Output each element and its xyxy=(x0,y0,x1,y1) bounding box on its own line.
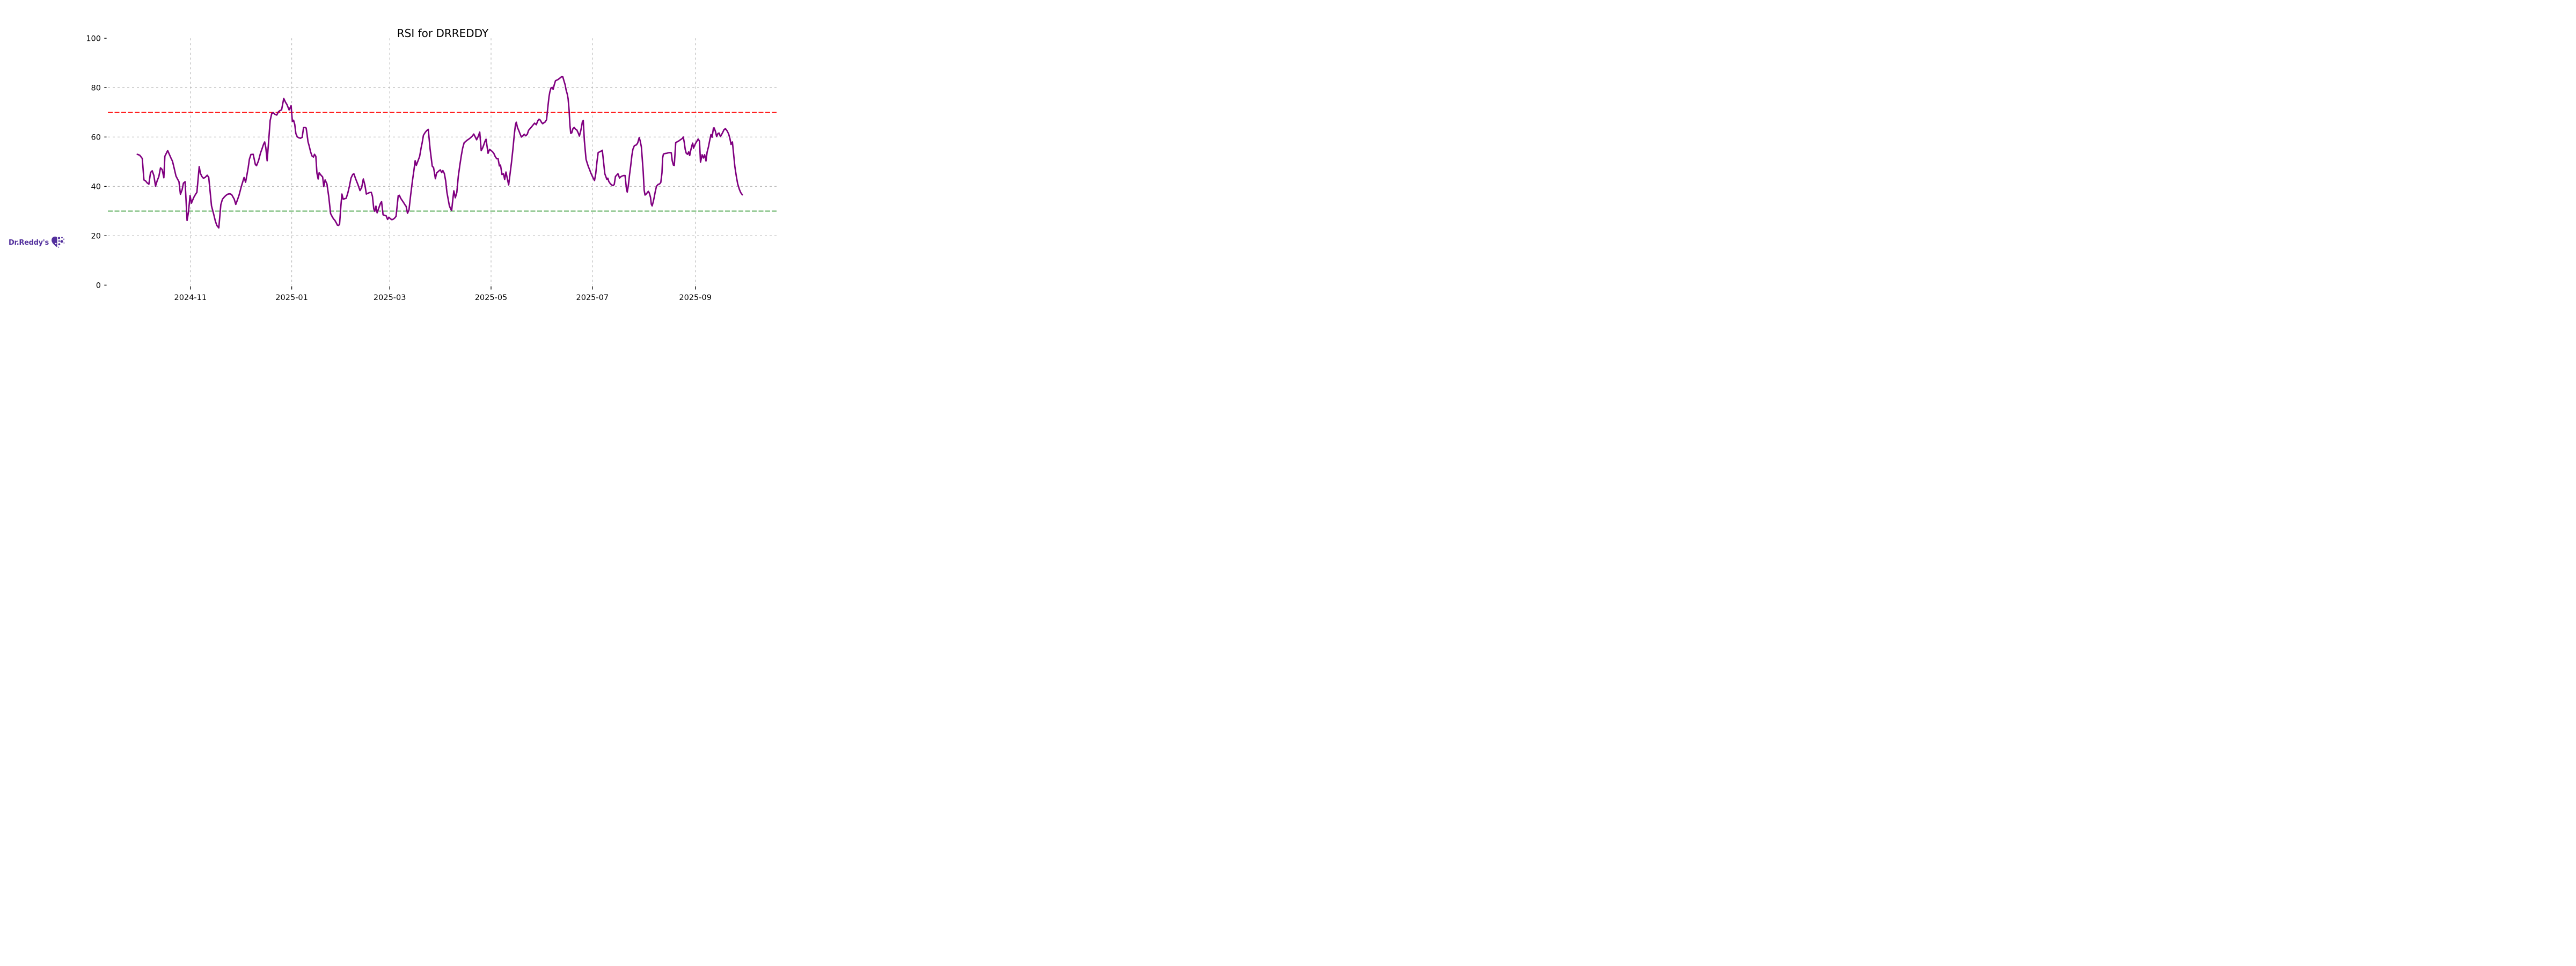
dr-reddys-logo-text: Dr.Reddy's xyxy=(9,238,49,247)
y-tick-label: 100 xyxy=(86,34,101,43)
y-tick-label: 60 xyxy=(91,133,101,142)
x-tick-label: 2025-05 xyxy=(475,294,508,302)
x-tick-label: 2024-11 xyxy=(174,294,207,302)
y-tick-label: 40 xyxy=(91,182,101,191)
dr-reddys-logo: Dr.Reddy's xyxy=(9,236,65,249)
rsi-chart: 0 20 40 60 80 100 2024-11 2025-01 2025-03 2025-05… xyxy=(86,34,777,302)
x-tick-label: 2025-03 xyxy=(374,294,406,302)
chart-title: RSI for DRREDDY xyxy=(397,27,489,40)
rsi-chart-page: 0 20 40 60 80 100 2024-11 2025-01 2025-03 2025-05… xyxy=(0,0,859,322)
x-tick-label: 2025-09 xyxy=(679,294,712,302)
dr-reddys-heart-icon xyxy=(52,236,65,248)
x-tick-label: 2025-07 xyxy=(576,294,609,302)
y-tick-label: 0 xyxy=(96,281,101,290)
y-tick-label: 20 xyxy=(91,232,101,240)
rsi-line xyxy=(136,76,743,229)
y-tick-label: 80 xyxy=(91,84,101,92)
x-tick-label: 2025-01 xyxy=(275,294,308,302)
